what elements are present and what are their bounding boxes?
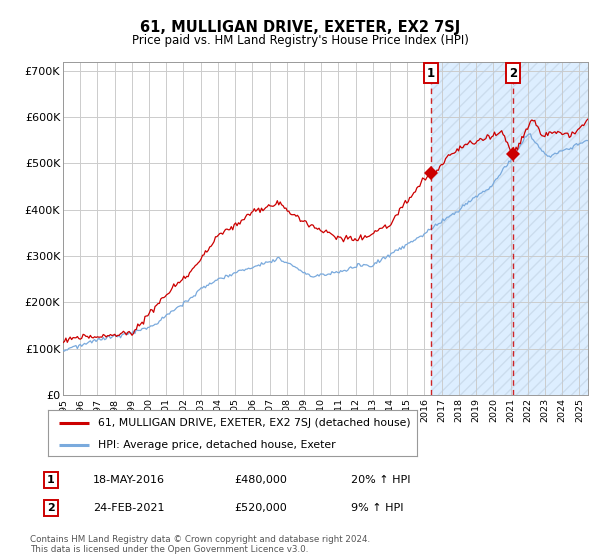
- Bar: [431, 62, 588, 395]
- Text: 61, MULLIGAN DRIVE, EXETER, EX2 7SJ (detached house): 61, MULLIGAN DRIVE, EXETER, EX2 7SJ (det…: [98, 418, 410, 428]
- Text: 18-MAY-2016: 18-MAY-2016: [93, 475, 165, 485]
- Text: £520,000: £520,000: [234, 503, 287, 513]
- Text: HPI: Average price, detached house, Exeter: HPI: Average price, detached house, Exet…: [98, 440, 335, 450]
- Text: 61, MULLIGAN DRIVE, EXETER, EX2 7SJ: 61, MULLIGAN DRIVE, EXETER, EX2 7SJ: [140, 20, 460, 35]
- Text: 1: 1: [427, 67, 435, 80]
- Text: 9% ↑ HPI: 9% ↑ HPI: [351, 503, 404, 513]
- Text: 24-FEB-2021: 24-FEB-2021: [93, 503, 164, 513]
- Text: 20% ↑ HPI: 20% ↑ HPI: [351, 475, 410, 485]
- Text: 2: 2: [47, 503, 55, 513]
- Text: £480,000: £480,000: [234, 475, 287, 485]
- Text: 1: 1: [47, 475, 55, 485]
- Text: 2: 2: [509, 67, 517, 80]
- Bar: [431, 62, 588, 395]
- Text: Price paid vs. HM Land Registry's House Price Index (HPI): Price paid vs. HM Land Registry's House …: [131, 34, 469, 47]
- Text: Contains HM Land Registry data © Crown copyright and database right 2024.
This d: Contains HM Land Registry data © Crown c…: [30, 535, 370, 554]
